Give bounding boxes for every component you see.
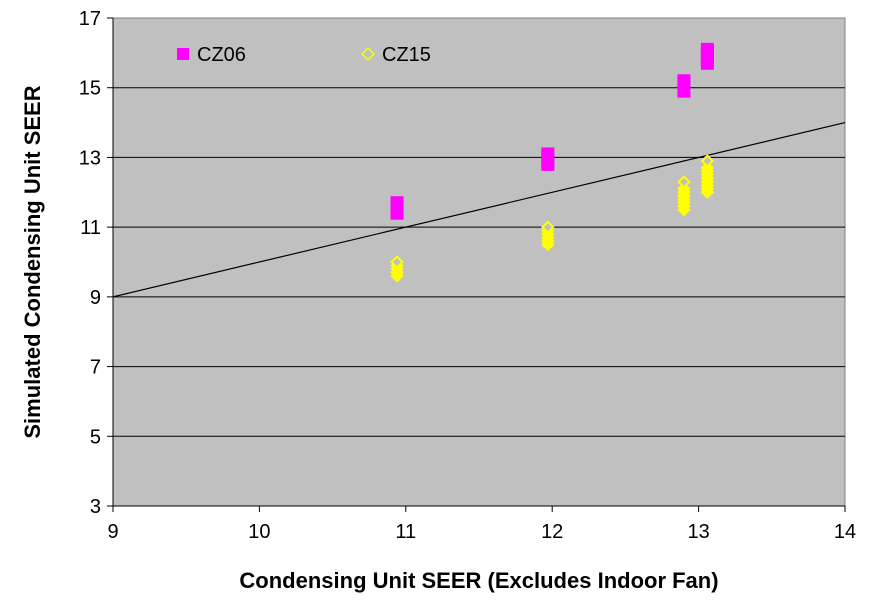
legend-label-cz06: CZ06 [197, 44, 246, 66]
y-tick-label: 3 [90, 496, 101, 518]
y-tick-label: 17 [79, 8, 101, 30]
data-point-outline [541, 221, 554, 234]
y-tick-label: 11 [80, 217, 101, 239]
x-tick-label: 10 [248, 521, 270, 543]
data-point-cz06 [677, 74, 691, 88]
legend-marker-cz06 [177, 48, 189, 60]
y-axis-title: Simulated Condensing Unit SEER [20, 85, 45, 438]
x-tick-label: 9 [107, 521, 118, 543]
x-tick-label: 14 [834, 521, 856, 543]
data-point-outline [677, 175, 691, 188]
x-tick-label: 12 [541, 521, 563, 543]
reference-line [112, 121, 846, 298]
y-tick-label: 7 [90, 357, 101, 379]
x-tick-label: 11 [395, 521, 416, 543]
y-tick-label: 13 [79, 147, 101, 169]
data-point-cz15 [700, 161, 715, 175]
data-point-cz06 [390, 196, 404, 210]
y-tick-label: 5 [90, 426, 101, 448]
y-tick-label: 9 [90, 287, 101, 309]
data-point-cz06 [541, 147, 555, 161]
data-point-outline [390, 255, 404, 269]
data-point-outline [701, 154, 714, 167]
plot-area [112, 17, 846, 507]
data-point-cz06 [700, 42, 714, 56]
data-point-cz15 [677, 182, 691, 196]
x-axis-title: Condensing Unit SEER (Excludes Indoor Fa… [239, 568, 718, 593]
legend-label-cz15: CZ15 [382, 44, 431, 66]
legend-marker-cz15 [360, 46, 376, 62]
x-tick-label: 13 [687, 521, 709, 543]
y-tick-label: 15 [79, 78, 101, 100]
